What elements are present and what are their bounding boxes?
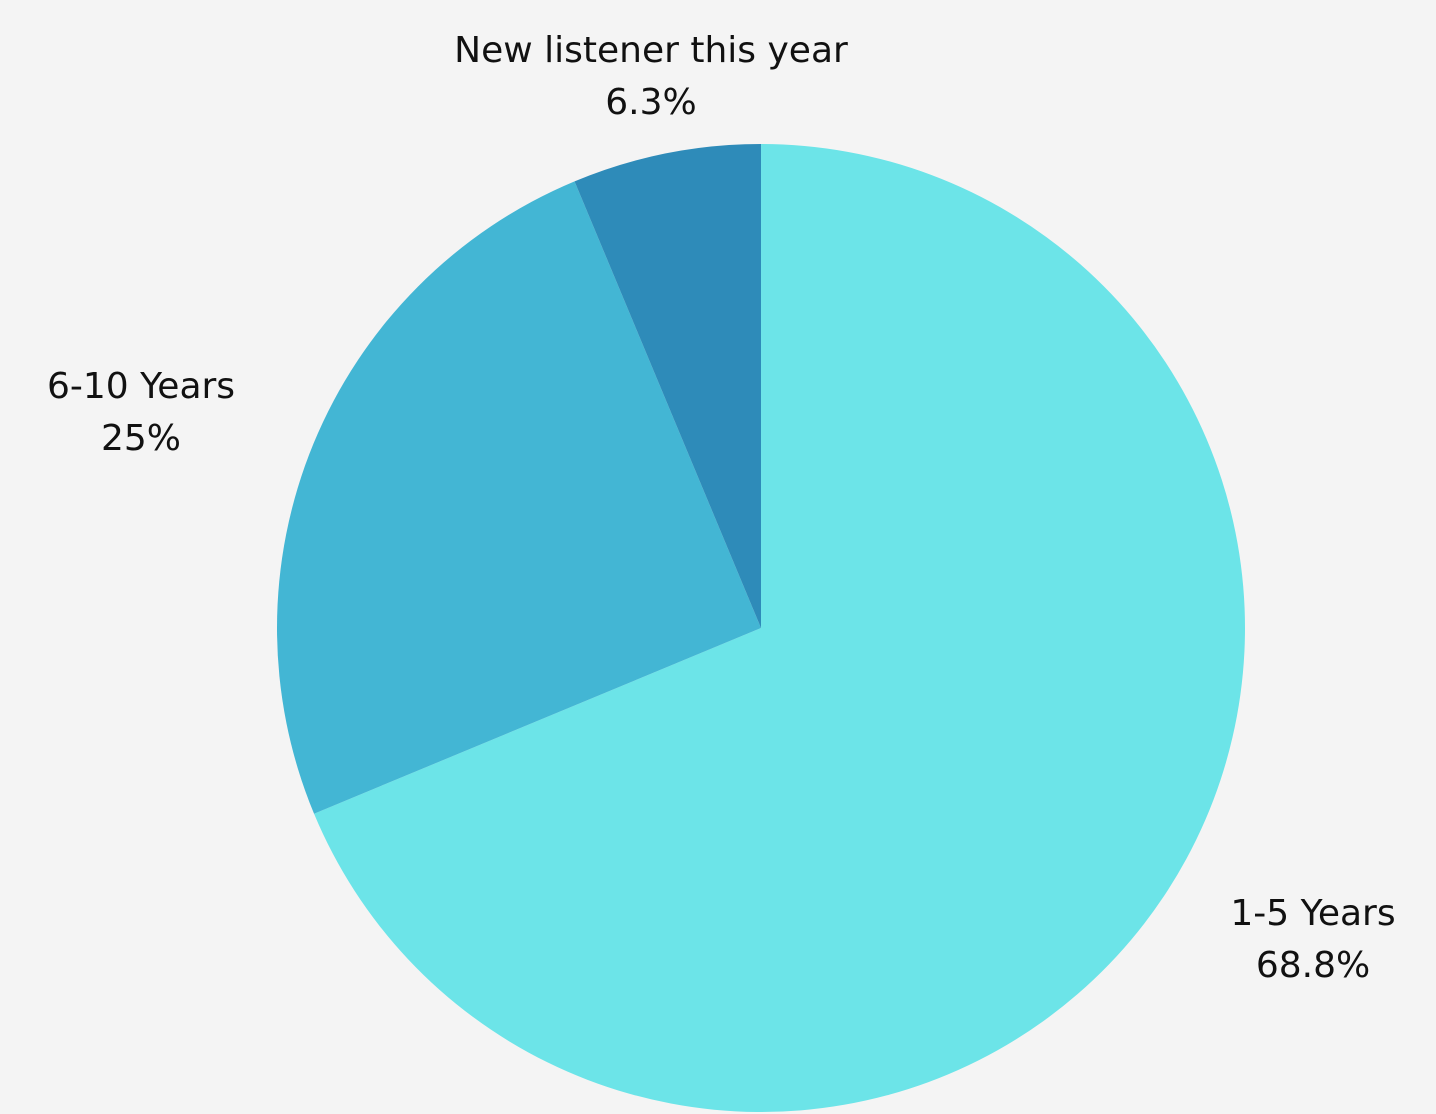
slice-percent: 25% [100, 418, 181, 459]
pie-slice-6-10-years [276, 181, 761, 814]
slice-label-1-5-years: 1-5 Years 68.8% [1230, 888, 1395, 992]
slice-name: 6-10 Years [46, 366, 236, 407]
slice-name: 1-5 Years [1230, 893, 1396, 934]
pie-slice-new-listener-this-year [574, 144, 761, 628]
slice-label-6-10-years: 6-10 Years 25% [47, 361, 235, 465]
pie-slice-1-5-years [314, 144, 1246, 1112]
slice-label-new-listener: New listener this year 6.3% [454, 25, 848, 129]
slice-percent: 6.3% [605, 82, 697, 123]
slice-percent: 68.8% [1255, 945, 1371, 986]
slice-name: New listener this year [454, 30, 848, 71]
